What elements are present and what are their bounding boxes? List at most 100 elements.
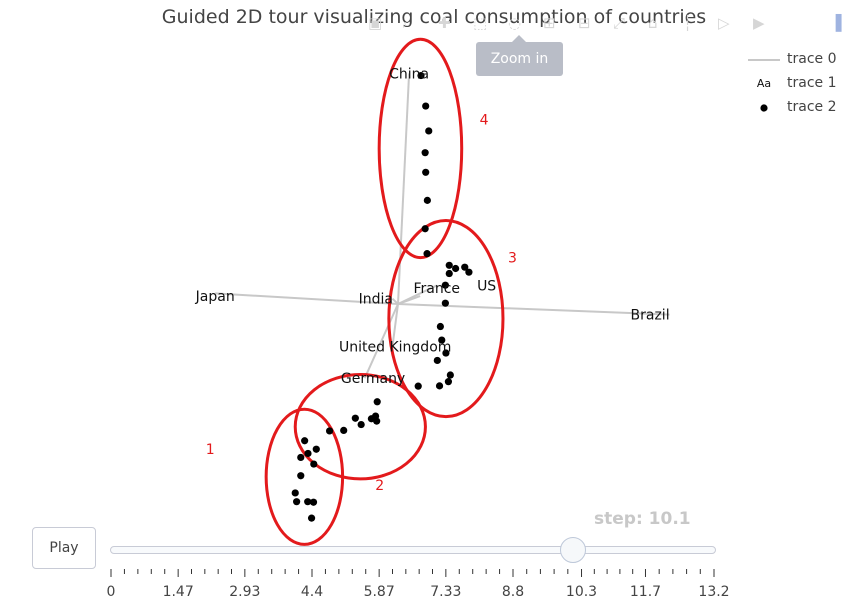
cluster-ellipse-4 bbox=[377, 37, 464, 260]
box-select-icon[interactable]: ⬚ bbox=[473, 14, 488, 32]
data-point[interactable] bbox=[441, 281, 449, 289]
data-point[interactable] bbox=[357, 420, 365, 429]
legend-dot-icon bbox=[748, 100, 780, 116]
data-point[interactable] bbox=[436, 322, 444, 331]
axis-line-us bbox=[397, 284, 438, 305]
step-prefix: step: bbox=[594, 509, 649, 529]
data-point[interactable] bbox=[421, 149, 429, 157]
data-point[interactable] bbox=[310, 460, 318, 468]
plotly-logo-icon[interactable]: ▐ bbox=[830, 14, 842, 32]
axis-label-us: US bbox=[477, 278, 496, 294]
cluster-ellipse-2 bbox=[293, 372, 427, 481]
cluster-annotations: 1 2 3 4 bbox=[206, 37, 517, 546]
lasso-select-icon[interactable]: ◌ bbox=[508, 14, 522, 32]
axis-line-japan bbox=[215, 292, 399, 305]
data-point[interactable] bbox=[373, 417, 381, 425]
projection-axes bbox=[215, 73, 670, 379]
data-point[interactable] bbox=[304, 498, 312, 506]
data-point[interactable] bbox=[325, 427, 334, 435]
data-point[interactable] bbox=[423, 196, 431, 204]
axis-label-china: China bbox=[389, 66, 429, 82]
hover-compare-icon[interactable]: ▶ bbox=[753, 14, 765, 32]
data-point[interactable] bbox=[417, 71, 425, 80]
data-point[interactable] bbox=[461, 263, 469, 271]
legend-item-trace-0[interactable]: trace 0 bbox=[748, 48, 868, 72]
data-point[interactable] bbox=[422, 102, 430, 110]
cluster-label-4: 4 bbox=[480, 112, 489, 128]
data-point[interactable] bbox=[422, 168, 430, 176]
chart-title: Guided 2D tour visualizing coal consumpt… bbox=[161, 6, 707, 28]
tooltip-arrow bbox=[512, 35, 526, 42]
reset-axes-icon[interactable]: ⌂ bbox=[648, 14, 658, 32]
zoom-out-icon[interactable]: ⊟ bbox=[578, 14, 591, 32]
slider-handle[interactable] bbox=[560, 537, 587, 563]
step-value: 10.1 bbox=[648, 509, 691, 529]
data-point[interactable] bbox=[445, 269, 453, 278]
axis-line-germany bbox=[363, 303, 399, 379]
autoscale-icon[interactable]: ⤢ bbox=[613, 14, 626, 32]
data-point[interactable] bbox=[312, 445, 320, 453]
data-point[interactable] bbox=[351, 414, 359, 422]
data-point[interactable] bbox=[293, 498, 301, 506]
pan-icon[interactable]: ✚ bbox=[438, 14, 451, 32]
data-point[interactable] bbox=[340, 426, 348, 435]
axis-line-brazil bbox=[397, 303, 670, 316]
data-point[interactable] bbox=[438, 336, 446, 344]
hover-closest-icon[interactable]: ▷ bbox=[718, 14, 730, 32]
legend-item-trace-2[interactable]: trace 2 bbox=[748, 96, 868, 120]
step-label: step: 10.1 bbox=[594, 509, 691, 529]
modebar: ▣ ⌕ ✚ ⬚ ◌ ⊞ ⊟ ⤢ ⌂ ┆ ▷ ▶ ▐ bbox=[360, 12, 868, 36]
axis-labels: China Japan India France US Brazil United King… bbox=[195, 66, 670, 387]
data-points bbox=[291, 71, 473, 522]
data-point[interactable] bbox=[445, 261, 453, 269]
data-point[interactable] bbox=[446, 371, 454, 379]
cluster-label-3: 3 bbox=[508, 251, 517, 267]
axis-label-brazil: Brazil bbox=[631, 308, 670, 324]
axis-line-china bbox=[397, 73, 411, 305]
axis-label-germany: Germany bbox=[341, 371, 405, 387]
data-point[interactable] bbox=[414, 382, 422, 390]
cluster-label-2: 2 bbox=[375, 478, 384, 494]
cluster-ellipse-3 bbox=[387, 219, 505, 419]
data-point[interactable] bbox=[425, 127, 433, 135]
data-point[interactable] bbox=[291, 489, 299, 497]
data-point[interactable] bbox=[309, 498, 318, 506]
data-point[interactable] bbox=[433, 356, 441, 365]
legend-line-icon bbox=[748, 52, 780, 68]
data-point[interactable] bbox=[452, 264, 460, 273]
data-point[interactable] bbox=[297, 453, 305, 462]
zoom-in-icon[interactable]: ⊞ bbox=[543, 14, 556, 32]
data-point[interactable] bbox=[307, 514, 316, 522]
camera-icon[interactable]: ▣ bbox=[368, 14, 383, 32]
spike-lines-icon[interactable]: ┆ bbox=[683, 14, 693, 32]
data-point[interactable] bbox=[421, 225, 429, 233]
zoom-in-tooltip: Zoom in bbox=[476, 42, 563, 76]
axis-line-united-kingdom bbox=[391, 303, 399, 347]
data-point[interactable] bbox=[441, 299, 449, 307]
data-point[interactable] bbox=[297, 472, 305, 480]
data-point[interactable] bbox=[423, 250, 431, 258]
legend-label: trace 0 bbox=[787, 51, 837, 67]
legend-label: trace 1 bbox=[787, 75, 837, 91]
data-point[interactable] bbox=[301, 437, 309, 445]
axis-label-france: France bbox=[413, 281, 460, 297]
play-button[interactable]: Play bbox=[32, 527, 96, 569]
legend-item-trace-1[interactable]: Aa trace 1 bbox=[748, 72, 868, 96]
slider-track[interactable] bbox=[110, 546, 716, 554]
legend-text-icon: Aa bbox=[756, 77, 772, 90]
cluster-label-1: 1 bbox=[206, 442, 215, 458]
data-point[interactable] bbox=[435, 382, 444, 390]
legend-label: trace 2 bbox=[787, 99, 837, 115]
data-point[interactable] bbox=[465, 268, 473, 276]
axis-label-japan: Japan bbox=[195, 289, 235, 305]
legend[interactable]: trace 0 Aa trace 1 trace 2 bbox=[748, 48, 868, 120]
data-point[interactable] bbox=[373, 398, 381, 406]
axis-line-india bbox=[391, 297, 399, 305]
data-point[interactable] bbox=[444, 378, 453, 386]
data-point[interactable] bbox=[304, 449, 312, 458]
zoom-icon[interactable]: ⌕ bbox=[403, 14, 412, 32]
axis-label-india: India bbox=[359, 292, 393, 308]
axis-label-united-kingdom: United Kingdom bbox=[339, 339, 451, 355]
data-point[interactable] bbox=[442, 349, 450, 357]
